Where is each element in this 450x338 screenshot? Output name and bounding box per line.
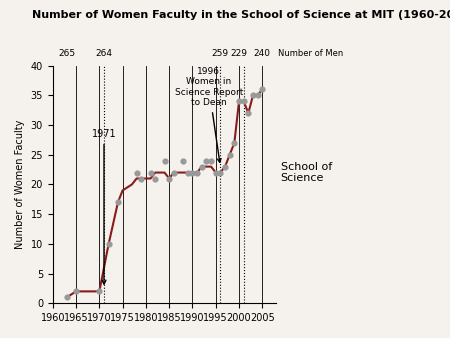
Text: 259: 259 <box>212 49 229 58</box>
Point <box>212 170 219 175</box>
Point <box>147 170 154 175</box>
Point <box>235 99 243 104</box>
Point <box>226 152 233 158</box>
Point <box>114 199 122 205</box>
Point <box>96 289 103 294</box>
Point <box>254 93 261 98</box>
Point <box>203 158 210 163</box>
Point <box>259 87 266 92</box>
Point <box>133 170 140 175</box>
Point <box>249 93 256 98</box>
Point <box>198 164 205 169</box>
Text: 1996
Women in
Science Report
to Dean: 1996 Women in Science Report to Dean <box>175 67 243 162</box>
Text: 229: 229 <box>230 49 248 58</box>
Text: 240: 240 <box>254 49 271 58</box>
Point <box>166 176 173 181</box>
Point <box>105 241 112 246</box>
Point <box>207 158 215 163</box>
Text: Number of Men: Number of Men <box>279 49 344 58</box>
Point <box>240 99 247 104</box>
Text: 1971: 1971 <box>92 129 116 284</box>
Point <box>189 170 196 175</box>
Point <box>161 158 168 163</box>
Point <box>217 170 224 175</box>
Point <box>194 170 201 175</box>
Y-axis label: Number of Women Faculty: Number of Women Faculty <box>15 120 25 249</box>
Point <box>72 289 80 294</box>
Text: 264: 264 <box>95 49 112 58</box>
Point <box>245 111 252 116</box>
Point <box>63 295 70 300</box>
Point <box>170 170 177 175</box>
Text: 265: 265 <box>58 49 75 58</box>
Point <box>180 158 187 163</box>
Point <box>152 176 159 181</box>
Text: Number of Women Faculty in the School of Science at MIT (1960-2006): Number of Women Faculty in the School of… <box>32 10 450 20</box>
Point <box>231 140 238 146</box>
Point <box>138 176 145 181</box>
Text: School of
Science: School of Science <box>281 162 332 183</box>
Point <box>184 170 191 175</box>
Point <box>221 164 229 169</box>
